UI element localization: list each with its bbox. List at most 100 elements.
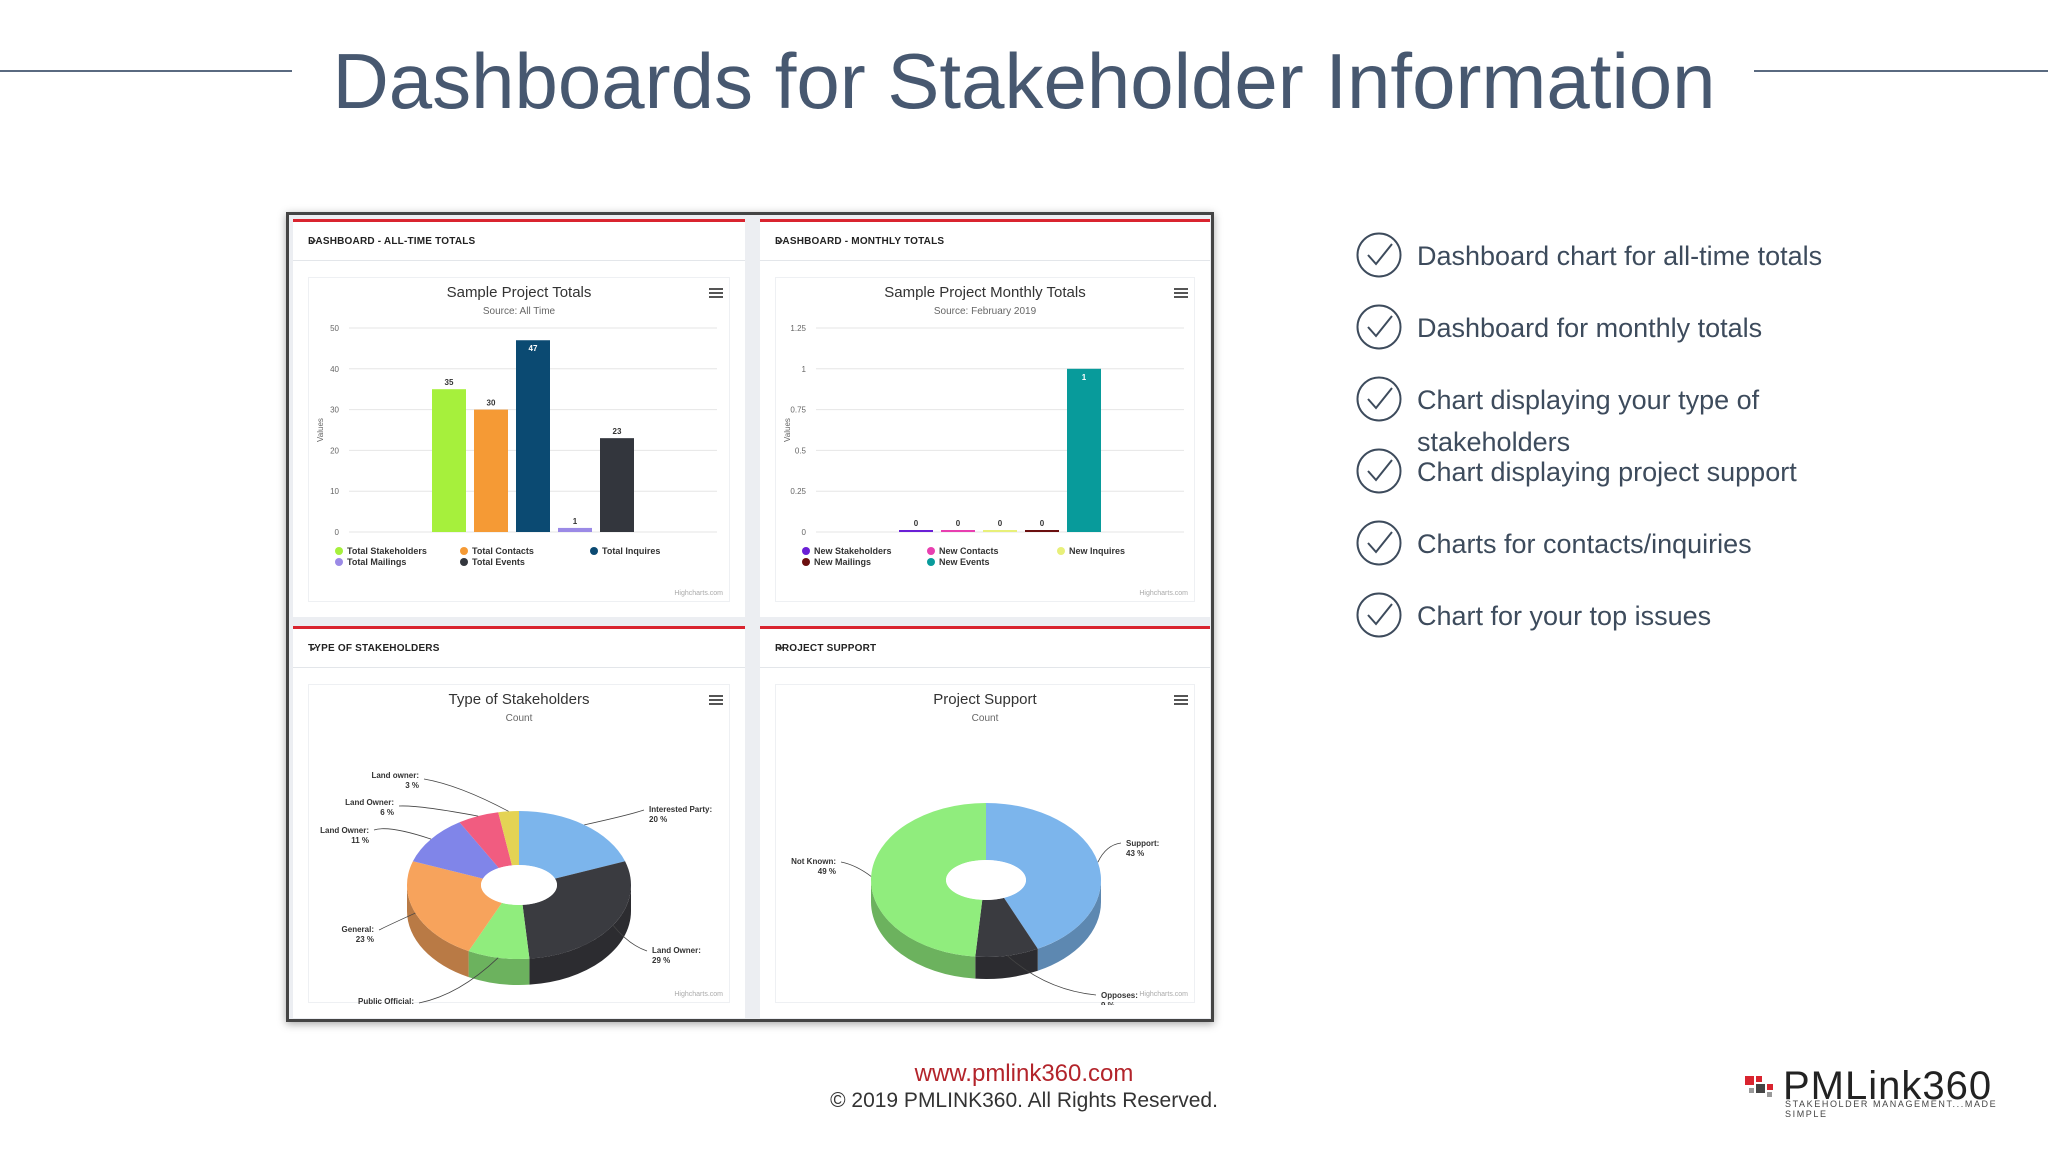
legend-item: Total Events — [472, 557, 525, 567]
pie-slice — [986, 803, 1101, 949]
leader-line — [1097, 842, 1122, 863]
pie-slice — [468, 902, 530, 959]
data-label: 0 — [914, 519, 919, 528]
leader-line — [1007, 955, 1097, 996]
hamburger-menu-icon[interactable] — [1174, 693, 1188, 707]
pie-slice-side — [871, 880, 976, 979]
y-tick-label: 20 — [330, 446, 339, 455]
chart-container: Type of Stakeholders Count Interested Pa… — [308, 684, 730, 1005]
panel-header[interactable]: TYPE OF STAKEHOLDERS ⌄ — [293, 629, 745, 668]
panel-header-label: DASHBOARD - ALL-TIME TOTALS — [308, 236, 476, 247]
leader-line — [423, 778, 509, 812]
highcharts-credit[interactable]: Highcharts.com — [674, 991, 723, 998]
checklist-item-text: Dashboard chart for all-time totals — [1417, 241, 1823, 271]
legend-marker — [335, 558, 343, 566]
bar — [941, 530, 975, 532]
legend-item: New Contacts — [939, 546, 999, 556]
slice-label-name: Land owner: — [371, 771, 419, 780]
data-label: 47 — [529, 344, 538, 353]
chart-container: Project Support Count Support: 43 % Oppose… — [775, 684, 1195, 1005]
chart-subtitle: Count — [971, 713, 999, 724]
pie-slice-side — [1037, 880, 1101, 971]
slice-label-name: Support: — [1126, 839, 1159, 848]
y-axis-label: Values — [316, 418, 325, 442]
slice-label-name: Not Known: — [791, 857, 836, 866]
pie-chart: Support:43 % Opposes:9 % Not Known:49 % — [791, 803, 1159, 1005]
title-rule-right — [1754, 70, 2048, 72]
highcharts-credit[interactable]: Highcharts.com — [674, 590, 723, 597]
bar-chart: 0 10 20 30 40 50 Values 35 30 47 1 23 Total Stakehol… — [316, 324, 717, 567]
slice-label-value: 23 % — [356, 935, 374, 944]
y-tick-label: 0.5 — [795, 446, 807, 455]
panel-header[interactable]: PROJECT SUPPORT ⌄ — [760, 629, 1210, 668]
slice-label-name: Land Owner: — [652, 946, 701, 955]
legend-item: New Events — [939, 557, 990, 567]
chart-subtitle: Count — [505, 713, 533, 724]
checklist-item: Dashboard for monthly totals — [1356, 304, 2006, 364]
chevron-down-icon[interactable]: ⌄ — [775, 639, 786, 653]
panel-monthly-totals: DASHBOARD - MONTHLY TOTALS ⌄ Sample Proj… — [760, 219, 1210, 617]
slide-title: Dashboards for Stakeholder Information — [332, 37, 1716, 125]
panel-header[interactable]: DASHBOARD - ALL-TIME TOTALS ⌄ — [293, 222, 745, 261]
data-label: 0 — [956, 519, 961, 528]
slice-label-name: Interested Party: — [649, 805, 712, 814]
title-rule-left — [0, 70, 292, 72]
checkmark-circle-icon — [1356, 448, 1402, 494]
chart-container: Sample Project Totals Source: All Time 0… — [308, 277, 730, 602]
slice-label-value: 6 % — [380, 808, 394, 817]
pie-slice-side — [407, 885, 469, 978]
slice-label-name: Land Owner: — [320, 826, 369, 835]
pie-slice — [870, 803, 986, 957]
legend-marker — [802, 558, 810, 566]
slice-label-name: Public Official: — [358, 997, 414, 1005]
pie-slice-side — [529, 885, 631, 985]
data-label: 0 — [998, 519, 1003, 528]
slice-label-name: Land Owner: — [345, 798, 394, 807]
hamburger-menu-icon[interactable] — [1174, 286, 1188, 300]
panel-header-label: TYPE OF STAKEHOLDERS — [308, 643, 440, 654]
bar — [474, 409, 508, 532]
bar — [432, 389, 466, 532]
leader-line — [840, 861, 872, 877]
checklist-item-text: Charts for contacts/inquiries — [1417, 529, 1752, 559]
legend-item: New Inquires — [1069, 546, 1125, 556]
pie-slice — [498, 811, 519, 866]
chart-container: Sample Project Monthly Totals Source: Fe… — [775, 277, 1195, 602]
leader-line — [584, 809, 645, 826]
chart-title: Type of Stakeholders — [448, 691, 590, 708]
slice-label-name: Opposes: — [1101, 991, 1138, 1000]
panel-header-label: DASHBOARD - MONTHLY TOTALS — [775, 236, 945, 247]
panel-header-label: PROJECT SUPPORT — [775, 643, 877, 654]
legend-marker — [460, 547, 468, 555]
panel-header[interactable]: DASHBOARD - MONTHLY TOTALS ⌄ — [760, 222, 1210, 261]
checklist-item: Chart for your top issues — [1356, 592, 2006, 652]
chevron-down-icon[interactable]: ⌄ — [775, 232, 786, 246]
hamburger-menu-icon[interactable] — [709, 286, 723, 300]
legend-item: Total Contacts — [472, 546, 534, 556]
highcharts-credit[interactable]: Highcharts.com — [1139, 590, 1188, 597]
chevron-down-icon[interactable]: ⌄ — [308, 639, 319, 653]
leader-line — [612, 925, 648, 952]
hamburger-menu-icon[interactable] — [709, 693, 723, 707]
pie-slice-side — [468, 951, 530, 985]
y-tick-label: 0 — [335, 528, 340, 537]
logo-wordmark: PMLink360 — [1783, 1064, 1993, 1108]
bar — [1067, 368, 1101, 532]
legend-item: New Stakeholders — [814, 546, 892, 556]
logo-tagline: STAKEHOLDER MANAGEMENT...MADE SIMPLE — [1785, 1099, 1998, 1119]
checklist-item: Chart displaying your type of stakeholde… — [1356, 376, 2006, 457]
chevron-down-icon[interactable]: ⌄ — [308, 232, 319, 246]
y-axis-label: Values — [783, 418, 792, 442]
bar — [983, 530, 1017, 532]
bar — [899, 530, 933, 532]
y-tick-label: 0 — [802, 528, 807, 537]
slice-label-value: 3 % — [405, 781, 419, 790]
pie-slice — [412, 822, 499, 879]
checklist-item-text: Chart displaying project support — [1417, 457, 1797, 487]
footer-website-link[interactable]: www.pmlink360.com — [914, 1060, 1134, 1087]
highcharts-credit[interactable]: Highcharts.com — [1139, 991, 1188, 998]
y-tick-label: 40 — [330, 365, 339, 374]
legend-item: Total Stakeholders — [347, 546, 427, 556]
chart-subtitle: Source: February 2019 — [933, 306, 1037, 317]
slice-label-value: 43 % — [1126, 849, 1144, 858]
